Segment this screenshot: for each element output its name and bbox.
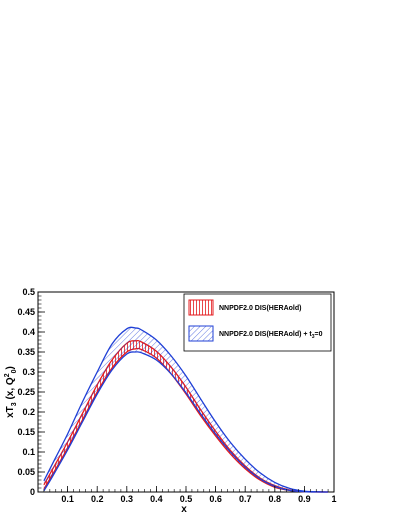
y-tick-label: 0.3 (22, 367, 35, 377)
band-fill-series-2 (43, 327, 329, 492)
band-fill-series-1 (43, 340, 329, 492)
x-tick-label: 0.3 (121, 494, 134, 504)
x-tick-label: 0.7 (239, 494, 252, 504)
legend-swatch-series-2 (188, 325, 214, 342)
y-tick-label: 0.15 (17, 427, 35, 437)
y-tick-label: 0.25 (17, 387, 35, 397)
legend-swatch-series-1 (188, 299, 214, 316)
axes-layer: 0.1 0.2 0.3 0.4 0.5 0.6 0.7 0.8 0.9 1 0 0.05 0.1 0.15… (17, 287, 336, 504)
y-tick-label: 0.45 (17, 307, 35, 317)
band-lower-line-series-1 (43, 347, 329, 493)
legend-label-series-1: NNPDF2.0 DIS(HERAold) (219, 305, 301, 312)
legend: NNPDF2.0 DIS(HERAold) NNPDF2.0 DIS(HERAol… (183, 293, 332, 352)
y-tick-label: 0.4 (22, 327, 35, 337)
band-upper-line-series-2 (43, 326, 329, 493)
band-lower-line-series-2 (43, 351, 329, 493)
y-tick-label: 0 (30, 487, 35, 497)
legend-label-series-2: NNPDF2.0 DIS(HERAold) + t3=0 (219, 331, 323, 340)
x-tick-label: 0.1 (61, 494, 74, 504)
x-tick-label: 0.2 (91, 494, 104, 504)
x-tick-label: 0.6 (209, 494, 222, 504)
svg-text:xT3 (x, Q20): xT3 (x, Q20) (4, 366, 18, 418)
y-tick-label: 0.35 (17, 347, 35, 357)
y-tick-label: 0.5 (22, 287, 35, 297)
band-upper-line-series-1 (43, 339, 329, 493)
x-tick-label: 0.9 (298, 494, 311, 504)
x-axis-label: x (181, 504, 187, 515)
y-tick-label: 0.2 (22, 407, 35, 417)
y-tick-label: 0.05 (17, 467, 35, 477)
band-layer (43, 326, 329, 493)
x-tick-label: 0.4 (150, 494, 163, 504)
x-tick-label: 0.5 (180, 494, 193, 504)
x-tick-label: 0.8 (269, 494, 282, 504)
x-tick-label: 1 (331, 494, 336, 504)
y-axis-label: xT3 (x, Q20) (4, 366, 18, 418)
y-tick-label: 0.1 (22, 447, 35, 457)
